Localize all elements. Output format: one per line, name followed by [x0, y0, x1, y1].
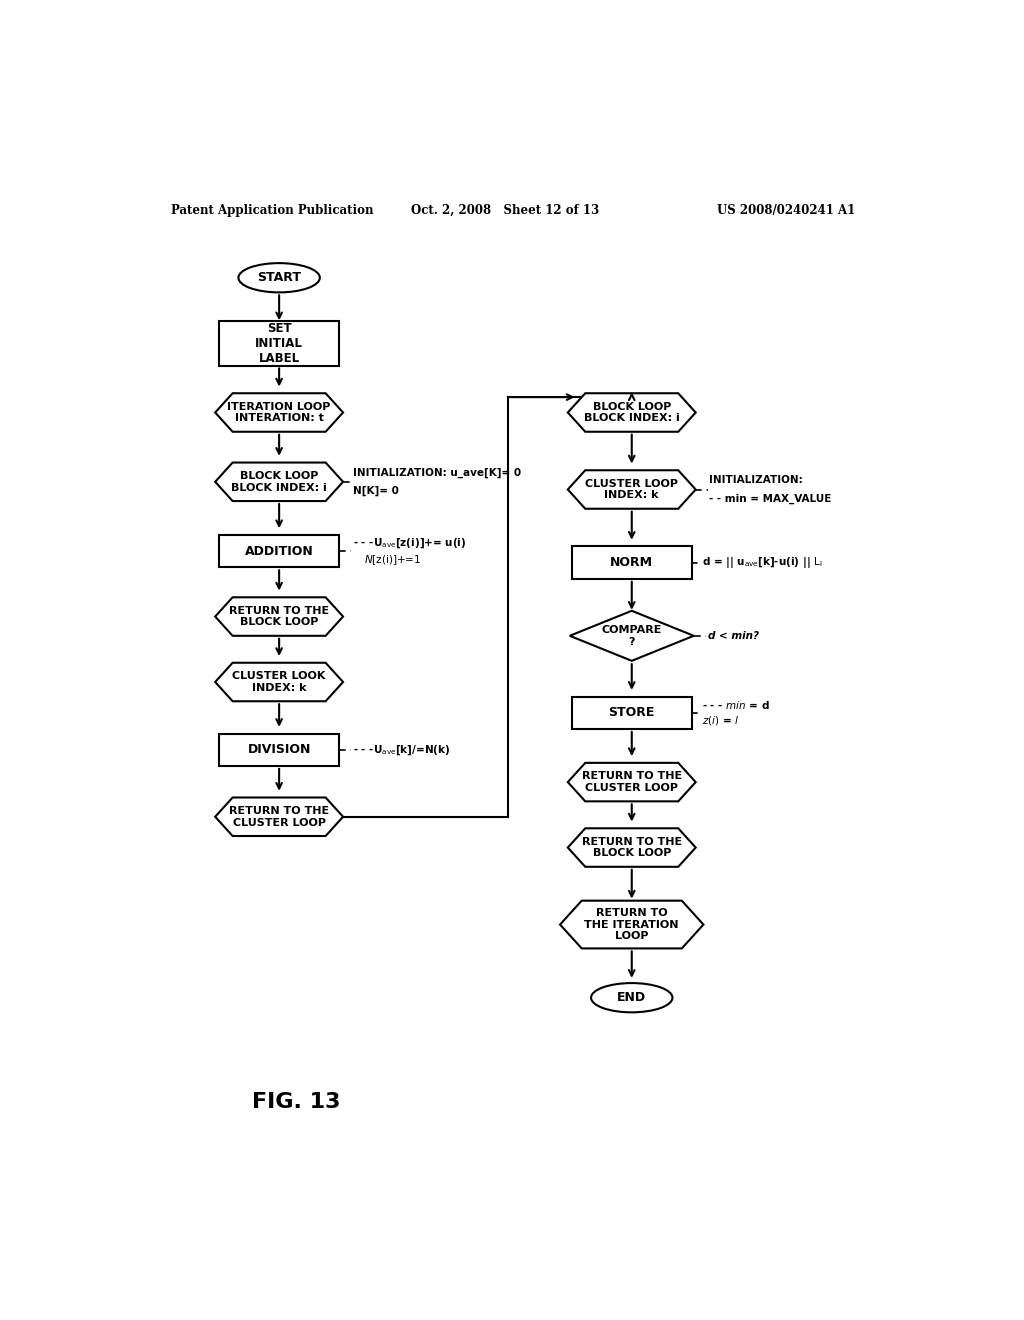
Text: CLUSTER LOOK
INDEX: k: CLUSTER LOOK INDEX: k [232, 671, 326, 693]
Text: START: START [257, 271, 301, 284]
Text: FIG. 13: FIG. 13 [252, 1092, 341, 1111]
Text: - - - $\mathit{min}$ = d: - - - $\mathit{min}$ = d [701, 700, 769, 711]
FancyBboxPatch shape [219, 734, 339, 766]
Polygon shape [568, 829, 695, 867]
Text: N[K]= 0: N[K]= 0 [352, 486, 398, 496]
FancyBboxPatch shape [571, 697, 692, 729]
Text: ITERATION LOOP
INTERATION: t: ITERATION LOOP INTERATION: t [227, 401, 331, 424]
Text: BLOCK LOOP
BLOCK INDEX: i: BLOCK LOOP BLOCK INDEX: i [231, 471, 327, 492]
Text: RETURN TO THE
BLOCK LOOP: RETURN TO THE BLOCK LOOP [582, 837, 682, 858]
Text: $\mathit{N}$[z(i)]+=1: $\mathit{N}$[z(i)]+=1 [365, 553, 422, 568]
Text: INITIALIZATION: u_ave[K]= 0: INITIALIZATION: u_ave[K]= 0 [352, 467, 521, 478]
FancyBboxPatch shape [571, 546, 692, 578]
Polygon shape [215, 393, 343, 432]
Polygon shape [215, 663, 343, 701]
Polygon shape [215, 462, 343, 502]
Ellipse shape [239, 263, 319, 293]
Text: Patent Application Publication: Patent Application Publication [171, 205, 373, 218]
Polygon shape [568, 470, 695, 508]
Text: BLOCK LOOP
BLOCK INDEX: i: BLOCK LOOP BLOCK INDEX: i [584, 401, 680, 424]
FancyBboxPatch shape [219, 321, 339, 366]
Text: DIVISION: DIVISION [248, 743, 311, 756]
Text: RETURN TO THE
BLOCK LOOP: RETURN TO THE BLOCK LOOP [229, 606, 329, 627]
Text: ADDITION: ADDITION [245, 545, 313, 557]
Text: RETURN TO
THE ITERATION
LOOP: RETURN TO THE ITERATION LOOP [585, 908, 679, 941]
Text: - - -U$_{\mathsf{ave}}$[z(i)]+= u(i): - - -U$_{\mathsf{ave}}$[z(i)]+= u(i) [352, 537, 466, 550]
Text: RETURN TO THE
CLUSTER LOOP: RETURN TO THE CLUSTER LOOP [582, 771, 682, 793]
Text: - - -U$_{\mathsf{ave}}$[k]/=N(k): - - -U$_{\mathsf{ave}}$[k]/=N(k) [352, 743, 450, 756]
Text: d = || u$_{\mathsf{ave}}$[k]-u(i) || $\mathsf{L_l}$: d = || u$_{\mathsf{ave}}$[k]-u(i) || $\m… [701, 556, 822, 570]
Polygon shape [560, 900, 703, 948]
FancyBboxPatch shape [219, 535, 339, 568]
Text: Oct. 2, 2008   Sheet 12 of 13: Oct. 2, 2008 Sheet 12 of 13 [411, 205, 599, 218]
Text: $\mathit{z(i)}$ = $\mathit{l}$: $\mathit{z(i)}$ = $\mathit{l}$ [701, 714, 738, 727]
Text: SET
INITIAL
LABEL: SET INITIAL LABEL [255, 322, 303, 364]
Text: d < min?: d < min? [708, 631, 759, 640]
Text: RETURN TO THE
CLUSTER LOOP: RETURN TO THE CLUSTER LOOP [229, 807, 329, 828]
Text: STORE: STORE [608, 706, 655, 719]
Text: - - min = MAX_VALUE: - - min = MAX_VALUE [710, 494, 831, 504]
Polygon shape [215, 797, 343, 836]
Polygon shape [569, 611, 693, 661]
Text: CLUSTER LOOP
INDEX: k: CLUSTER LOOP INDEX: k [586, 479, 678, 500]
Text: NORM: NORM [610, 556, 653, 569]
Text: INITIALIZATION:: INITIALIZATION: [710, 475, 803, 486]
Polygon shape [568, 393, 695, 432]
Polygon shape [215, 597, 343, 636]
Text: END: END [617, 991, 646, 1005]
Text: US 2008/0240241 A1: US 2008/0240241 A1 [717, 205, 855, 218]
Ellipse shape [591, 983, 673, 1012]
Polygon shape [568, 763, 695, 801]
Text: COMPARE
?: COMPARE ? [601, 624, 662, 647]
